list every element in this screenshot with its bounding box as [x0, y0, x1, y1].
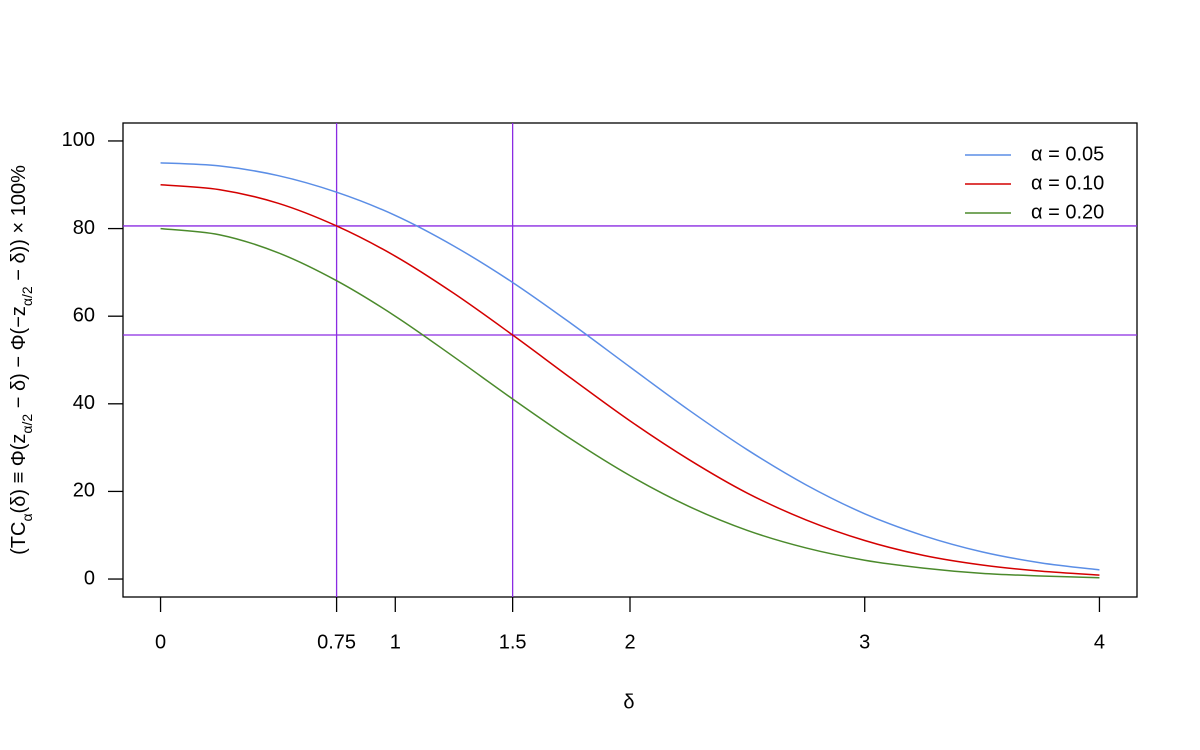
y-label-subscript: α [19, 513, 35, 521]
x-tick-label: 3 [859, 631, 870, 653]
y-tick-label: 20 [73, 480, 95, 502]
x-tick-label: 1.5 [499, 631, 527, 653]
plot-frame [122, 122, 1138, 598]
legend-label: α = 0.20 [1031, 201, 1104, 223]
y-tick-label: 100 [62, 129, 95, 151]
y-label-part: − δ)) × 100% [8, 165, 30, 286]
x-tick-label: 1 [390, 631, 401, 653]
y-label-subscript: α/2 [19, 286, 35, 306]
x-tick-label: 0 [155, 631, 166, 653]
y-tick-label: 80 [73, 217, 95, 239]
x-tick-label: 4 [1094, 631, 1105, 653]
x-tick-label: 2 [624, 631, 635, 653]
series-line [160, 184, 1100, 576]
y-label-part: (δ) ≡ Φ(z [8, 434, 30, 514]
y-label-part: − δ) − Φ(−z [8, 306, 30, 414]
legend-label: α = 0.05 [1031, 143, 1104, 165]
x-tick-label: 0.75 [317, 631, 356, 653]
series-line [160, 162, 1100, 571]
y-tick-label: 40 [73, 392, 95, 414]
legend-label: α = 0.10 [1031, 172, 1104, 194]
y-tick-label: 0 [84, 567, 95, 589]
y-label-part: (TC [8, 522, 30, 555]
y-label-subscript: α/2 [19, 414, 35, 434]
x-axis-label: δ [623, 691, 634, 713]
y-tick-label: 60 [73, 304, 95, 326]
series-line [160, 227, 1100, 579]
y-axis-label: (TCα(δ) ≡ Φ(zα/2 − δ) − Φ(−zα/2 − δ)) × … [8, 165, 34, 555]
